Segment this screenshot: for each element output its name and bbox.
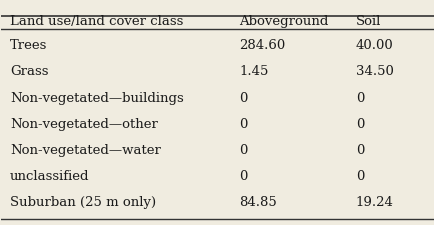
- Text: Non-vegetated—water: Non-vegetated—water: [10, 143, 161, 156]
- Text: Non-vegetated—buildings: Non-vegetated—buildings: [10, 91, 183, 104]
- Text: Trees: Trees: [10, 39, 47, 52]
- Text: 1.45: 1.45: [239, 65, 268, 78]
- Text: 0: 0: [355, 117, 363, 130]
- Text: 0: 0: [239, 117, 247, 130]
- Text: 0: 0: [355, 143, 363, 156]
- Text: 0: 0: [239, 169, 247, 182]
- Text: 284.60: 284.60: [239, 39, 285, 52]
- Text: 0: 0: [239, 91, 247, 104]
- Text: 0: 0: [355, 91, 363, 104]
- Text: 19.24: 19.24: [355, 195, 393, 208]
- Text: 0: 0: [355, 169, 363, 182]
- Text: Soil: Soil: [355, 15, 380, 28]
- Text: Suburban (25 m only): Suburban (25 m only): [10, 195, 156, 208]
- Text: unclassified: unclassified: [10, 169, 89, 182]
- Text: 34.50: 34.50: [355, 65, 393, 78]
- Text: Grass: Grass: [10, 65, 49, 78]
- Text: 40.00: 40.00: [355, 39, 393, 52]
- Text: 84.85: 84.85: [239, 195, 276, 208]
- Text: Aboveground: Aboveground: [239, 15, 328, 28]
- Text: Land use/land cover class: Land use/land cover class: [10, 15, 183, 28]
- Text: Non-vegetated—other: Non-vegetated—other: [10, 117, 158, 130]
- Text: 0: 0: [239, 143, 247, 156]
